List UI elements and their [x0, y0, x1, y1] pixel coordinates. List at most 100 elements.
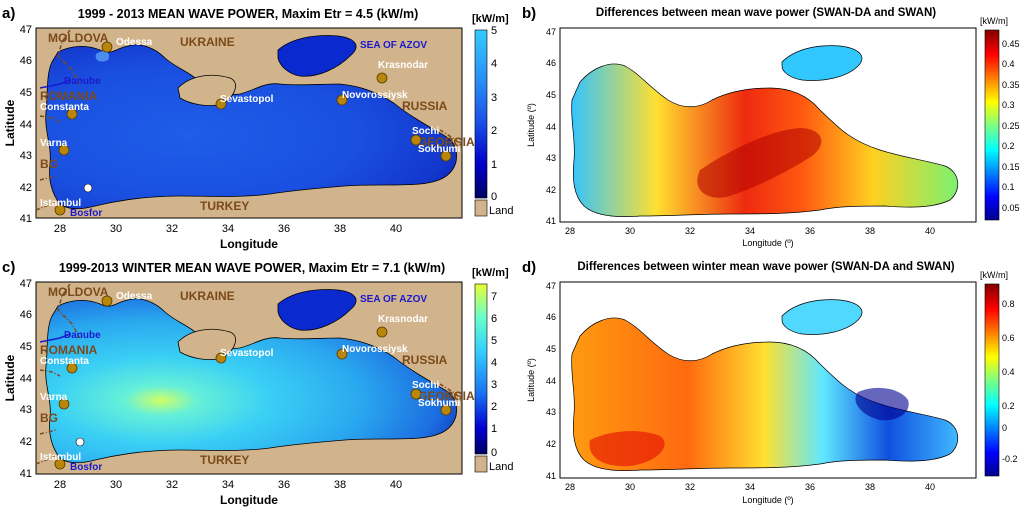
y-tick-label: 45 [546, 90, 556, 100]
city-markers [54, 295, 452, 470]
colorbar-tick: 4 [491, 357, 497, 369]
buoy-marker [75, 437, 85, 447]
country-label: BG [40, 411, 58, 425]
city-label: Istambul [40, 452, 81, 463]
y-tick-label: 44 [20, 373, 32, 385]
y-tick-label: 43 [20, 404, 32, 416]
city-label: Sevastopol [220, 94, 274, 105]
y-tick-label: 44 [546, 376, 556, 386]
colorbar [984, 283, 1000, 477]
x-tick-labels: 28 30 32 34 36 38 40 [54, 479, 402, 491]
colorbar-tick: 0.35 [1002, 80, 1020, 90]
colorbar-tick: 3 [491, 379, 497, 391]
city-label: Varna [40, 138, 68, 149]
y-tick-label: 46 [20, 309, 32, 321]
panel-letter: c) [2, 259, 15, 276]
colorbar-tick: 0 [491, 191, 497, 203]
x-tick-label: 38 [334, 479, 346, 491]
city-label: Novorossiysk [342, 90, 408, 101]
colorbar-tick: 0.25 [1002, 121, 1020, 131]
crimea [177, 74, 236, 106]
x-tick-label: 40 [925, 482, 935, 492]
colorbar-tick: 0.3 [1002, 100, 1015, 110]
azov-difference-field [781, 299, 863, 335]
x-tick-label: 32 [685, 226, 695, 236]
city-label: Odessa [116, 291, 153, 302]
y-tick-label: 46 [546, 312, 556, 322]
x-tick-label: 36 [278, 223, 290, 235]
x-tick-label: 36 [805, 226, 815, 236]
x-tick-label: 30 [625, 482, 635, 492]
x-tick-label: 34 [745, 482, 755, 492]
city-label: Sochi [412, 380, 439, 391]
sea-label: SEA OF AZOV [360, 40, 427, 51]
sea-of-azov-field [277, 35, 357, 77]
colorbar-tick: -0.2 [1002, 454, 1018, 464]
city-label: Sochi [412, 126, 439, 137]
x-axis-label: Longitude (º) [742, 238, 793, 248]
panel-title: Differences between mean wave power (SWA… [596, 7, 936, 19]
x-tick-label: 32 [685, 482, 695, 492]
city-label: Novorossiysk [342, 344, 408, 355]
x-tick-label: 38 [865, 482, 875, 492]
sea-labels: SEA OF AZOV Danube Bosfor [64, 40, 427, 219]
country-label: ROMANIA [40, 343, 98, 357]
country-label: BG [40, 157, 58, 171]
country-label: RUSSIA [402, 99, 448, 113]
colorbar-tick: 1 [491, 159, 497, 171]
buoy-marker [83, 183, 93, 193]
colorbar [984, 29, 1000, 221]
y-tick-label: 44 [20, 119, 32, 131]
y-tick-label: 47 [546, 281, 556, 291]
country-label: RUSSIA [402, 353, 448, 367]
colorbar-land-swatch [474, 199, 488, 217]
colorbar-tick: 0 [491, 447, 497, 459]
y-tick-label: 45 [20, 341, 32, 353]
y-tick-labels: 47 46 45 44 43 42 41 [20, 24, 32, 225]
x-axis-label: Longitude (º) [742, 495, 793, 505]
colorbar-tick: 3 [491, 92, 497, 104]
y-tick-label: 47 [20, 24, 32, 36]
x-tick-label: 30 [110, 479, 122, 491]
y-axis-label: Latitude [3, 354, 17, 401]
x-tick-label: 32 [166, 223, 178, 235]
country-label: ROMANIA [40, 89, 98, 103]
city-label: Sokhumi [418, 144, 460, 155]
y-tick-label: 41 [546, 216, 556, 226]
city-label: Constanta [40, 102, 89, 113]
colorbar-tick: 0.4 [1002, 367, 1015, 377]
colorbar-ticks: 0.8 0.6 0.4 0.2 0 -0.2 [1002, 299, 1018, 464]
colorbar-tick: 6 [491, 313, 497, 325]
colorbar-land-label: Land [489, 205, 513, 217]
colorbar-land-swatch [474, 455, 488, 473]
x-tick-label: 36 [278, 479, 290, 491]
city-label: Varna [40, 392, 68, 403]
x-tick-label: 28 [54, 479, 66, 491]
sea-label: Danube [64, 330, 101, 341]
y-tick-label: 41 [546, 471, 556, 481]
colorbar-unit: [kW/m] [980, 270, 1008, 280]
y-tick-labels: 47 46 45 44 43 42 41 [20, 278, 32, 480]
x-tick-labels: 28 30 32 34 36 38 40 [565, 226, 935, 236]
country-label: TURKEY [200, 453, 249, 467]
panel-letter: d) [522, 259, 536, 276]
x-tick-label: 30 [625, 226, 635, 236]
colorbar-tick: 0 [1002, 423, 1007, 433]
country-label: GEORGIA [418, 135, 475, 149]
x-tick-label: 38 [334, 223, 346, 235]
hotspot-red [589, 431, 665, 467]
x-axis-label: Longitude [220, 493, 278, 507]
city-label: Sokhumi [418, 398, 460, 409]
x-tick-label: 30 [110, 223, 122, 235]
city-labels: Odessa Krasnodar Constanta Sevastopol No… [40, 291, 460, 463]
colorbar [474, 283, 488, 455]
y-tick-label: 47 [546, 27, 556, 37]
panel-d: d) Differences between winter mean wave … [522, 259, 1018, 505]
borders [35, 29, 463, 211]
y-tick-label: 46 [20, 55, 32, 67]
country-label: MOLDOVA [48, 31, 109, 45]
colorbar-tick: 1 [491, 423, 497, 435]
country-labels: MOLDOVA UKRAINE ROMANIA RUSSIA BG GEORGI… [40, 31, 475, 213]
x-tick-label: 40 [390, 479, 402, 491]
